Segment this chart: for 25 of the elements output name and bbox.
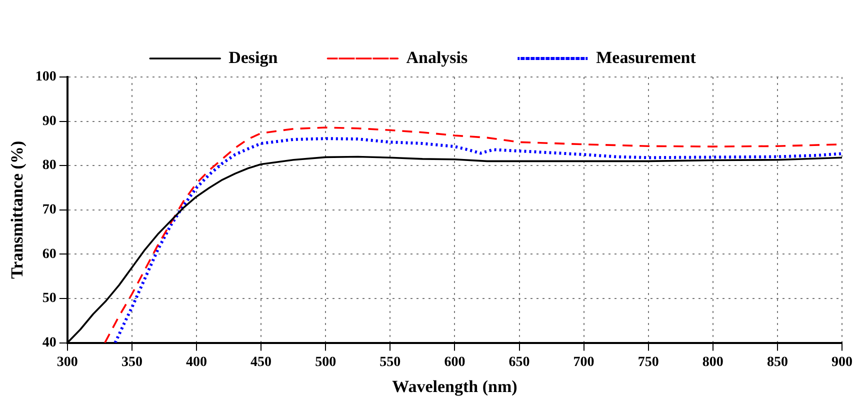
x-tick-label: 700 (573, 354, 594, 370)
x-tick-label: 750 (638, 354, 659, 370)
x-tick-label: 900 (832, 354, 852, 370)
y-axis-title: Transmittance (%) (8, 140, 27, 279)
y-tick-label: 80 (42, 158, 56, 174)
x-tick-label: 550 (380, 354, 401, 370)
y-tick-label: 100 (35, 70, 56, 85)
x-tick-label: 400 (186, 354, 207, 370)
x-tick-label: 300 (56, 354, 78, 370)
x-tick-label: 600 (444, 354, 466, 370)
x-tick-label: 350 (121, 354, 142, 370)
y-tick-label: 90 (42, 114, 56, 129)
legend-label: Analysis (406, 48, 468, 67)
y-tick-label: 70 (42, 202, 56, 218)
legend-label: Measurement (596, 48, 696, 67)
x-tick-label: 500 (315, 354, 336, 370)
x-tick-label: 450 (250, 354, 272, 370)
x-tick-label: 650 (508, 354, 530, 370)
legend-label: Design (228, 48, 278, 67)
y-tick-label: 50 (42, 291, 56, 306)
x-tick-label: 800 (702, 354, 724, 370)
x-tick-label: 850 (766, 354, 788, 370)
y-tick-label: 40 (42, 335, 56, 350)
y-tick-label: 60 (42, 246, 56, 262)
x-axis-title: Wavelength (nm) (392, 377, 518, 396)
